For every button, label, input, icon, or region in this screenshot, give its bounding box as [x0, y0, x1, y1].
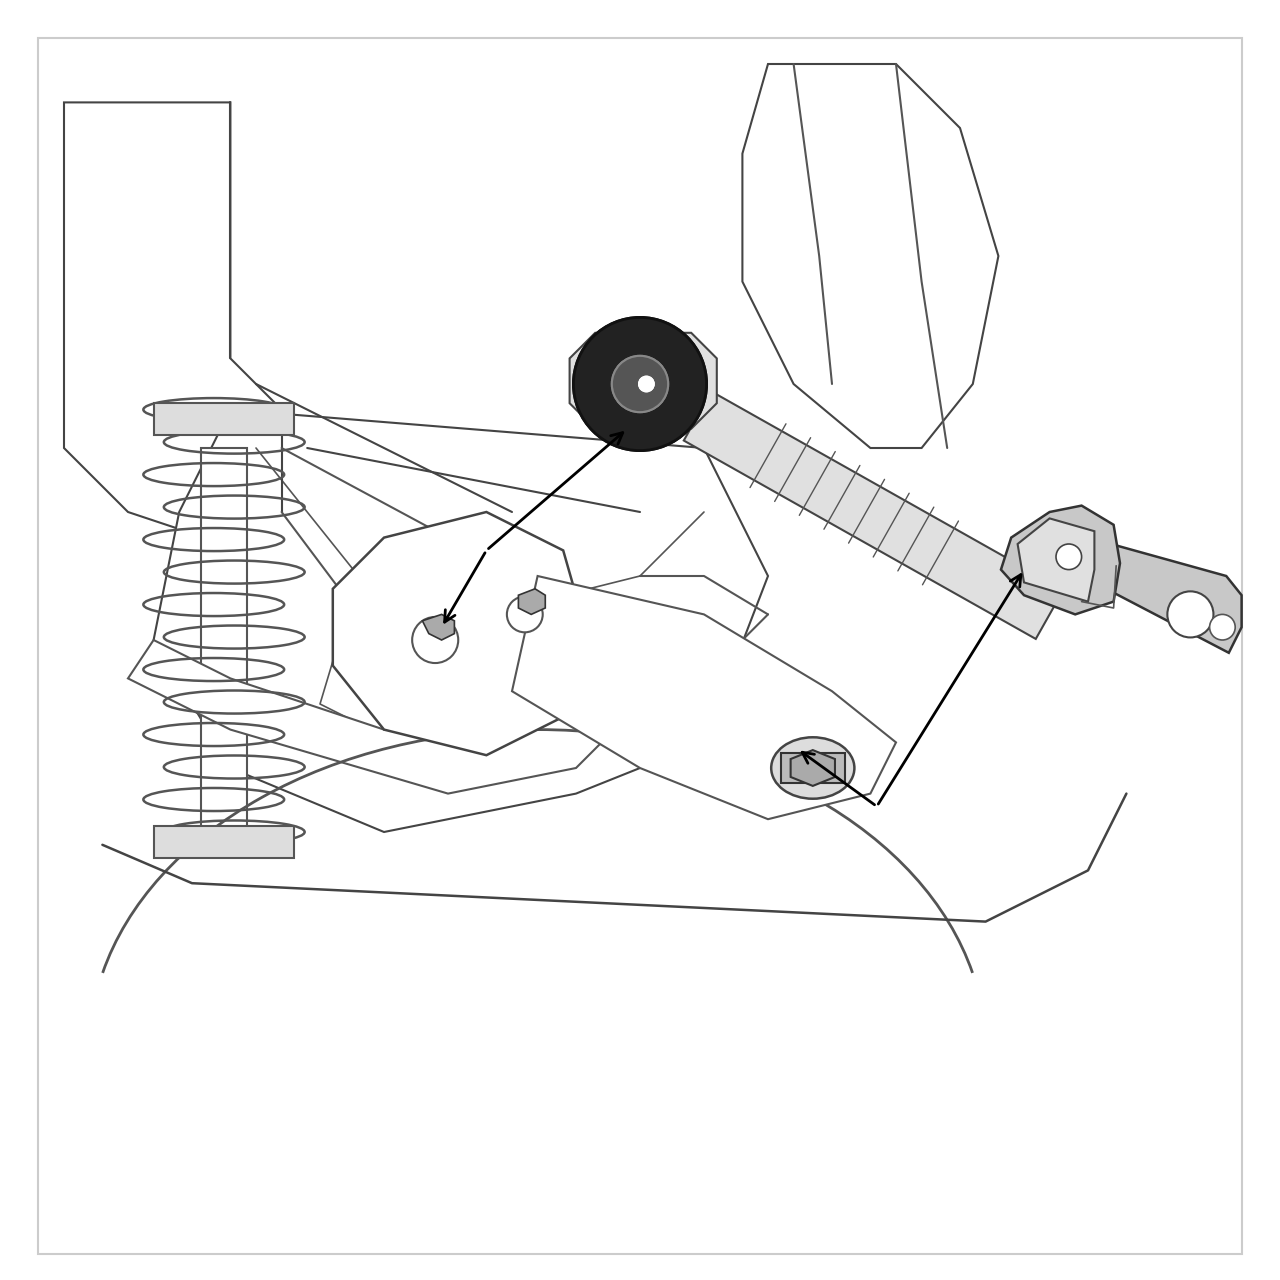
Circle shape	[573, 317, 707, 451]
Polygon shape	[154, 410, 768, 832]
Polygon shape	[64, 102, 282, 538]
Circle shape	[612, 356, 668, 412]
Circle shape	[1056, 544, 1082, 570]
Ellipse shape	[771, 737, 855, 799]
Polygon shape	[422, 614, 454, 640]
Circle shape	[507, 596, 543, 632]
Polygon shape	[684, 392, 1064, 639]
Circle shape	[1167, 591, 1213, 637]
Bar	[201, 448, 247, 832]
Circle shape	[639, 376, 654, 392]
Circle shape	[573, 317, 707, 451]
Polygon shape	[570, 333, 717, 429]
Polygon shape	[512, 576, 896, 819]
Polygon shape	[1001, 506, 1120, 614]
Circle shape	[1210, 614, 1235, 640]
Circle shape	[612, 356, 668, 412]
Ellipse shape	[792, 753, 833, 783]
Circle shape	[639, 376, 654, 392]
Circle shape	[412, 617, 458, 663]
Polygon shape	[791, 750, 835, 786]
Bar	[154, 826, 294, 858]
Polygon shape	[1082, 538, 1242, 653]
Polygon shape	[742, 64, 998, 448]
Bar	[154, 403, 294, 435]
Polygon shape	[333, 512, 589, 755]
Polygon shape	[781, 753, 845, 783]
Polygon shape	[518, 589, 545, 614]
Polygon shape	[128, 640, 614, 794]
Polygon shape	[1018, 518, 1094, 602]
